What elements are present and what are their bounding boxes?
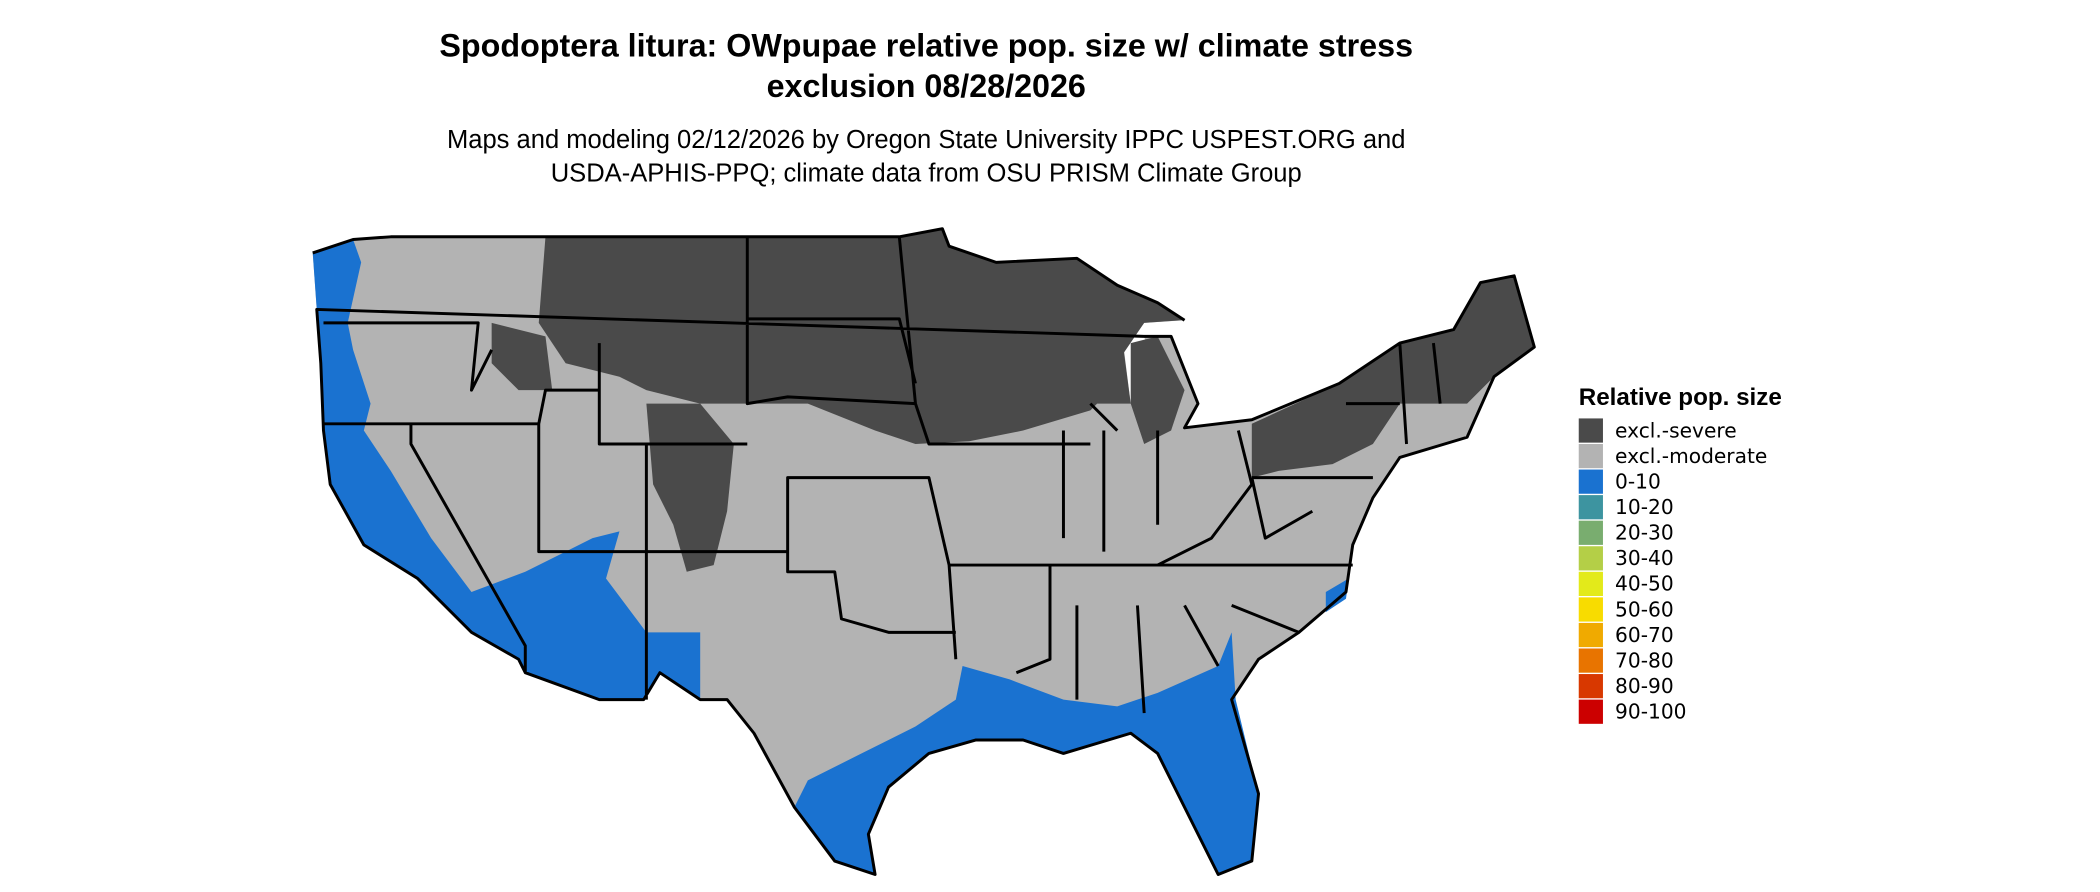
legend-label: 80-90: [1615, 674, 1674, 698]
legend-title: Relative pop. size: [1579, 384, 1782, 411]
legend-label: 40-50: [1615, 572, 1674, 596]
state-borders: [312, 227, 1536, 876]
us-map: [312, 227, 1536, 876]
legend-swatch: [1578, 546, 1603, 571]
legend-swatch: [1578, 622, 1603, 648]
legend-swatch: [1578, 495, 1603, 520]
legend-label: 70-80: [1615, 648, 1674, 672]
title-line: Spodoptera litura: OWpupae relative pop.…: [439, 28, 1413, 64]
legend-label: 90-100: [1615, 700, 1686, 724]
legend-swatch: [1578, 648, 1603, 673]
legend-label: 20-30: [1615, 521, 1674, 545]
legend-swatch: [1578, 443, 1603, 469]
legend-label: excl.-moderate: [1615, 444, 1767, 468]
land-0-10: [312, 239, 1349, 875]
legend-label: 30-40: [1615, 546, 1674, 570]
legend-swatch: [1578, 418, 1603, 443]
legend-swatch: [1578, 469, 1603, 494]
legend-label: excl.-severe: [1615, 418, 1737, 442]
legend-label: 60-70: [1615, 623, 1674, 647]
legend-swatch: [1578, 597, 1603, 622]
legend-swatch: [1578, 674, 1603, 699]
land-excl-severe: [491, 228, 1535, 572]
legend-swatch: [1578, 571, 1603, 597]
legend-swatch: [1578, 699, 1603, 724]
legend-label: 10-20: [1615, 495, 1674, 519]
title-line: exclusion 08/28/2026: [767, 68, 1086, 104]
subtitle-line: Maps and modeling 02/12/2026 by Oregon S…: [447, 126, 1406, 154]
legend: Relative pop. size excl.-severeexcl.-mod…: [1578, 384, 1782, 724]
legend-label: 50-60: [1615, 597, 1674, 621]
legend-label: 0-10: [1615, 469, 1661, 493]
legend-swatch: [1578, 520, 1603, 545]
subtitle-line: USDA-APHIS-PPQ; climate data from OSU PR…: [551, 160, 1302, 188]
